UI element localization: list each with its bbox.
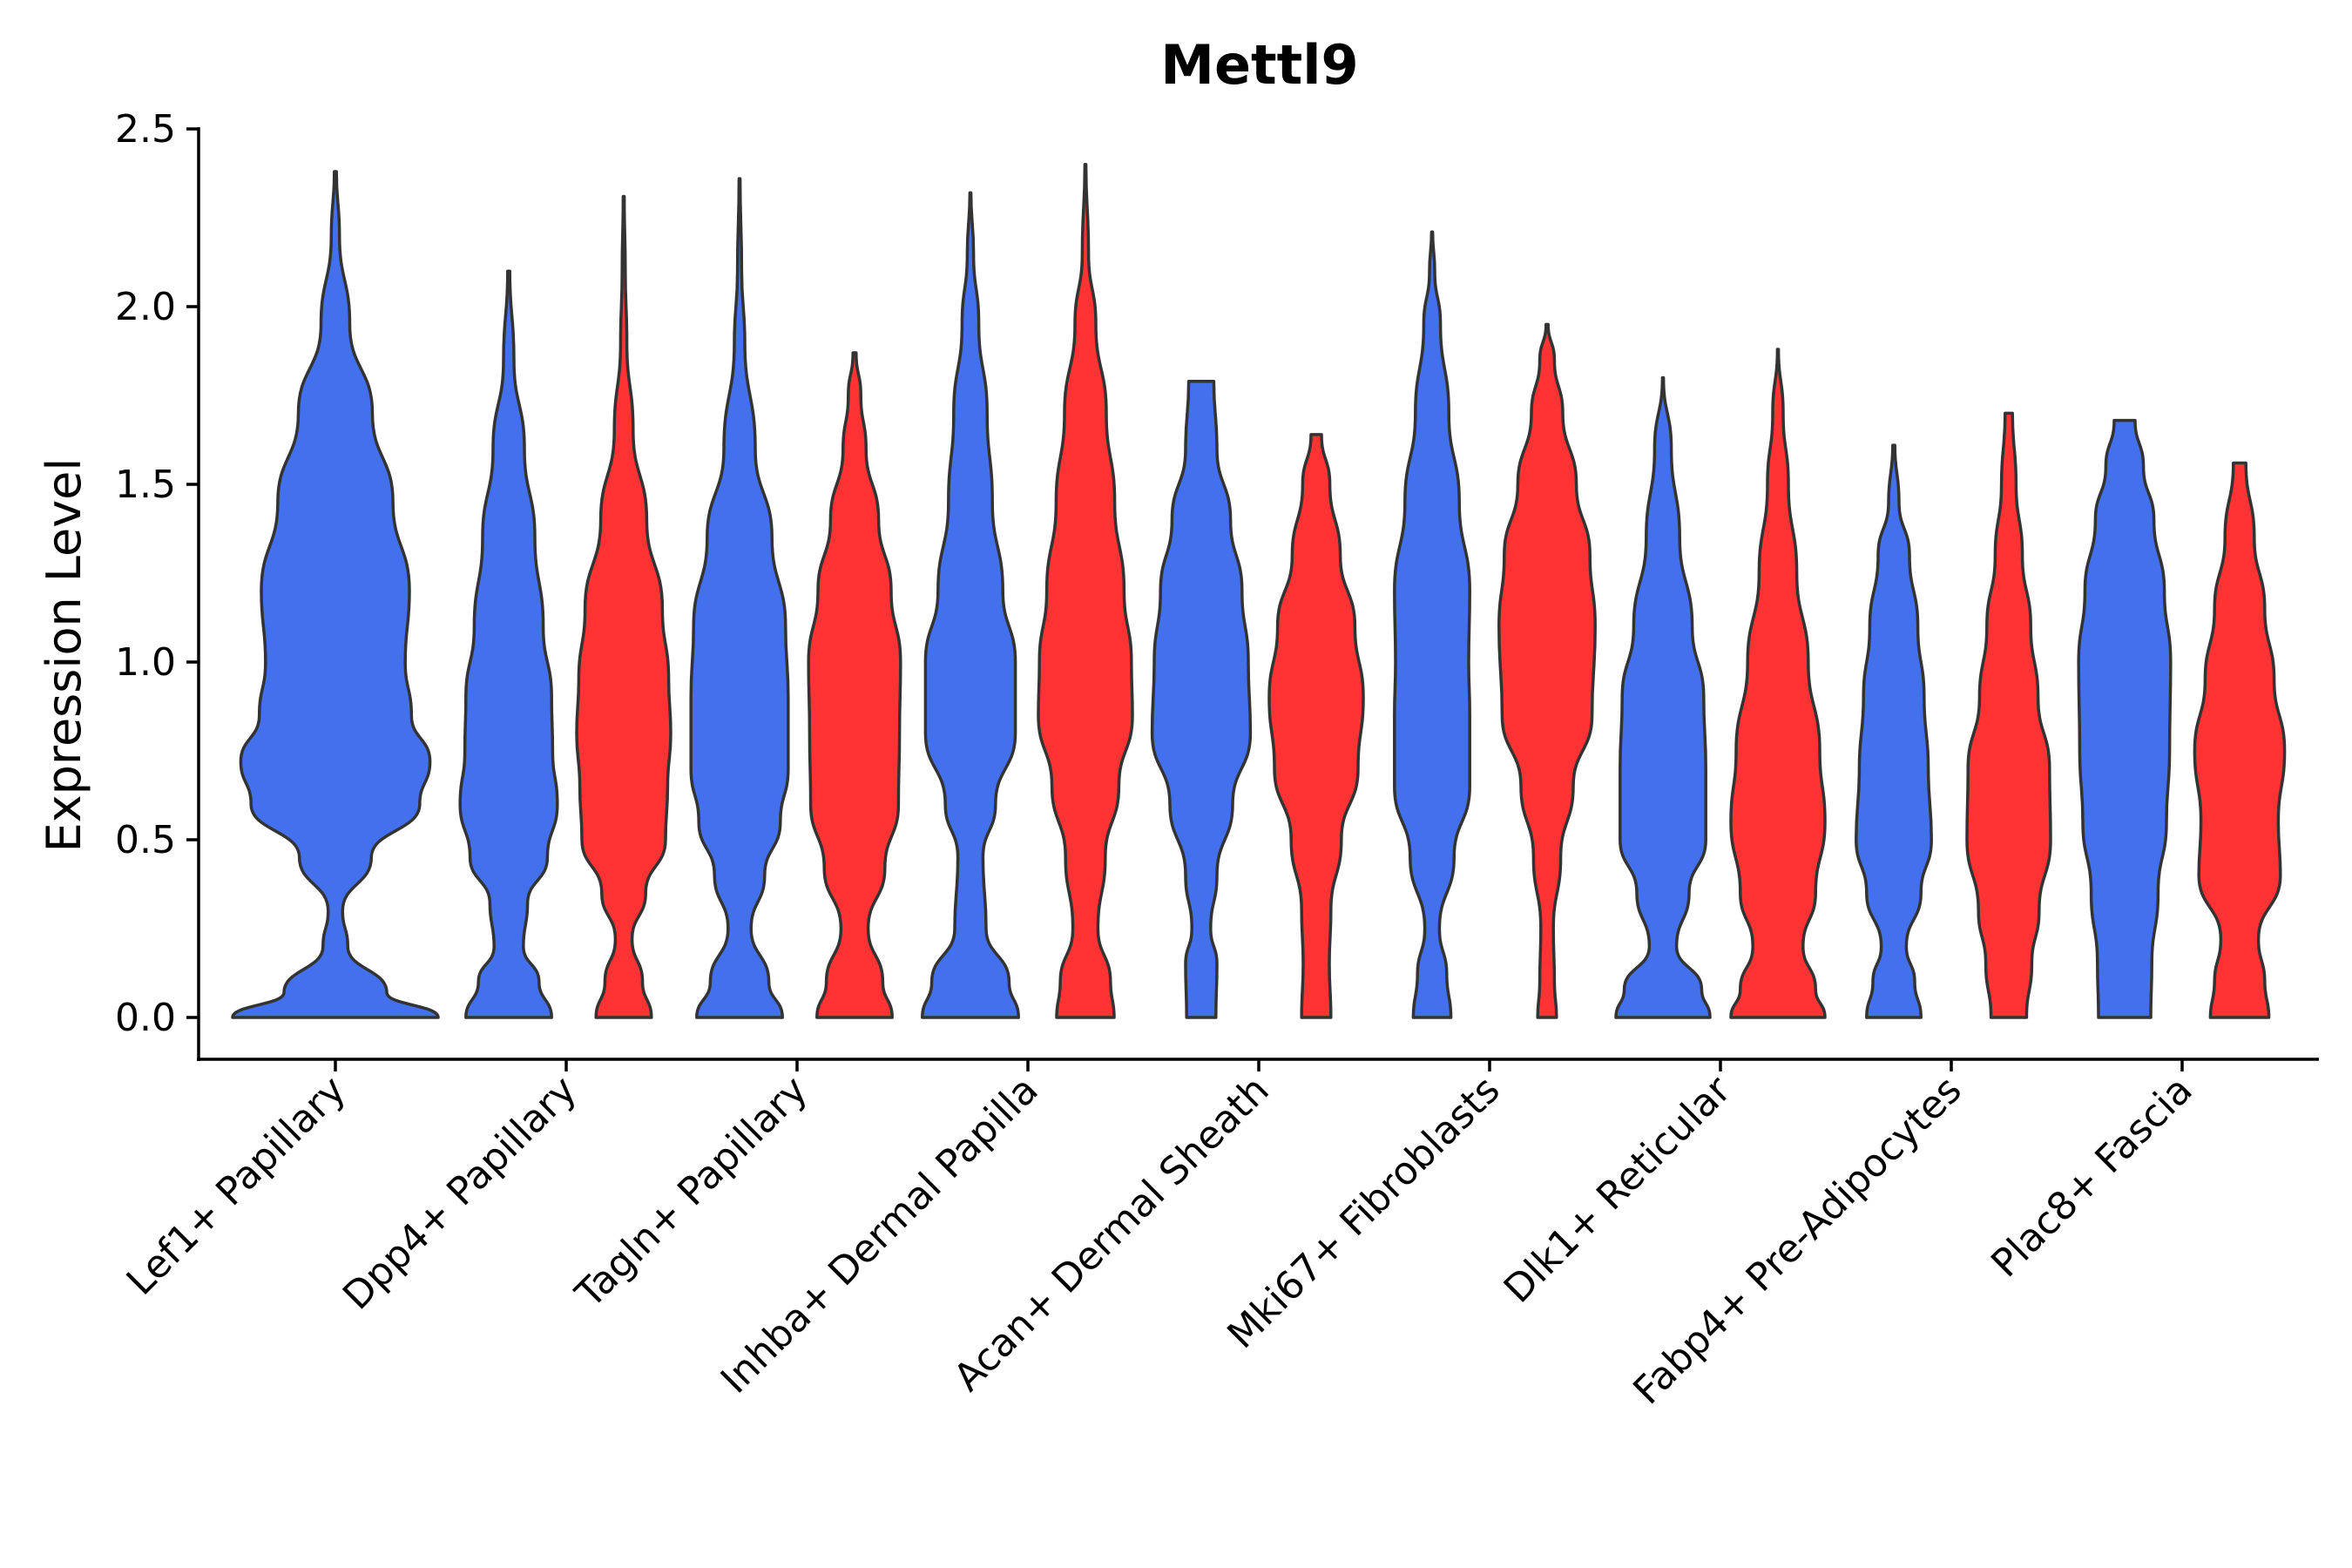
violin-red xyxy=(2193,461,2287,1019)
y-tick-label: 0.0 xyxy=(115,996,176,1040)
y-ticks: 0.0 0.5 1.0 1.5 2.0 2.5 xyxy=(115,107,199,1040)
violin-layer xyxy=(231,163,2287,1019)
violin-blue xyxy=(1614,375,1712,1019)
violin-red xyxy=(1267,433,1365,1019)
y-tick-label: 2.5 xyxy=(115,107,176,152)
y-tick-label: 0.5 xyxy=(115,818,176,862)
x-tick-label: Tagln+ Papillary xyxy=(567,1068,816,1317)
chart-title: Mettl9 xyxy=(1160,33,1358,97)
violin-blue xyxy=(1393,230,1471,1019)
x-tick-label: Dpp4+ Papillary xyxy=(335,1068,585,1319)
violin-red xyxy=(1497,322,1597,1019)
violin-blue xyxy=(1855,443,1933,1019)
violin-red xyxy=(1729,348,1827,1019)
violin-red xyxy=(807,351,902,1019)
violin-blue xyxy=(689,177,790,1019)
y-axis-label: Expression Level xyxy=(37,458,91,853)
y-tick-label: 1.0 xyxy=(115,640,176,685)
violin-blue xyxy=(921,191,1020,1019)
x-tick-label: Plac8+ Fascia xyxy=(1983,1068,2201,1287)
violin-red xyxy=(1037,163,1134,1019)
violin-blue xyxy=(458,269,559,1019)
violin-red xyxy=(1965,411,2052,1019)
y-tick-label: 1.5 xyxy=(115,463,176,507)
x-tick-label: Dlk1+ Reticular xyxy=(1496,1067,1740,1312)
violin-blue xyxy=(231,170,440,1019)
violin-blue xyxy=(2077,418,2173,1019)
violin-blue xyxy=(1150,379,1253,1019)
y-tick-label: 2.0 xyxy=(115,285,176,329)
violin-red xyxy=(575,194,672,1019)
x-tick-label: Lef1+ Papillary xyxy=(118,1068,355,1304)
